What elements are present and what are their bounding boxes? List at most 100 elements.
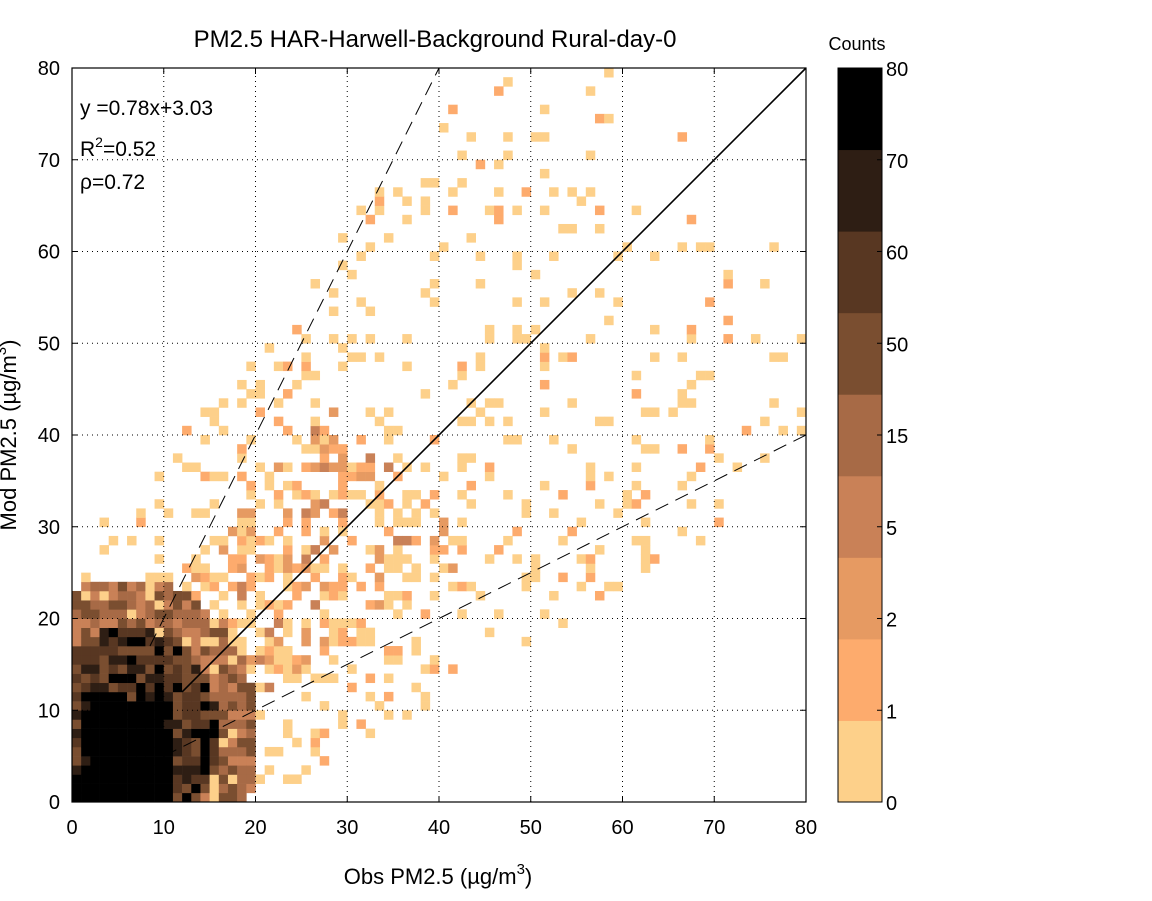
heatmap-cell bbox=[237, 673, 247, 684]
heatmap-cell bbox=[81, 701, 91, 711]
heatmap-cell bbox=[108, 609, 119, 619]
heatmap-cell bbox=[246, 389, 256, 399]
heatmap-cell bbox=[227, 627, 238, 638]
heatmap-cell bbox=[200, 783, 210, 794]
heatmap-cell bbox=[328, 590, 339, 601]
heatmap-cell bbox=[108, 590, 119, 601]
heatmap-cell bbox=[154, 499, 165, 509]
heatmap-cell bbox=[182, 646, 192, 656]
heatmap-cell bbox=[631, 389, 642, 399]
heatmap-cell bbox=[365, 306, 376, 317]
heatmap-cell bbox=[301, 554, 311, 564]
heatmap-cell bbox=[439, 563, 449, 573]
heatmap-cell bbox=[209, 646, 220, 656]
heatmap-cell bbox=[237, 545, 247, 555]
heatmap-cell bbox=[264, 343, 275, 353]
heatmap-cell bbox=[72, 719, 82, 729]
heatmap-cell bbox=[218, 471, 229, 482]
heatmap-cell bbox=[209, 756, 220, 766]
heatmap-cell bbox=[539, 480, 550, 491]
heatmap-cell bbox=[338, 490, 348, 500]
heatmap-cell bbox=[613, 508, 623, 518]
heatmap-cell bbox=[136, 517, 146, 528]
heatmap-cell bbox=[127, 682, 137, 693]
heatmap-cell bbox=[255, 389, 265, 399]
heatmap-cell bbox=[90, 746, 100, 757]
heatmap-cell bbox=[475, 251, 486, 261]
heatmap-cell bbox=[72, 590, 82, 601]
heatmap-cell bbox=[227, 554, 238, 564]
heatmap-cell bbox=[466, 453, 476, 463]
heatmap-cell bbox=[237, 379, 247, 390]
heatmap-cell bbox=[383, 233, 394, 243]
heatmap-cell bbox=[347, 269, 357, 280]
heatmap-cell bbox=[328, 435, 339, 445]
heatmap-cell bbox=[466, 416, 476, 427]
heatmap-cell bbox=[218, 535, 229, 546]
heatmap-cell bbox=[484, 398, 495, 408]
heatmap-cell bbox=[338, 471, 348, 482]
heatmap-cell bbox=[108, 701, 119, 711]
heatmap-cell bbox=[292, 655, 302, 665]
chart-title: PM2.5 HAR-Harwell-Background Rural-day-0 bbox=[194, 26, 677, 53]
heatmap-cell bbox=[567, 444, 577, 454]
heatmap-cell bbox=[383, 563, 394, 573]
heatmap-cell bbox=[200, 737, 210, 748]
heatmap-cell bbox=[310, 563, 321, 573]
heatmap-cell bbox=[512, 554, 522, 564]
heatmap-cell bbox=[448, 563, 458, 573]
heatmap-cell bbox=[127, 737, 137, 748]
heatmap-cell bbox=[383, 590, 394, 601]
heatmap-cell bbox=[145, 673, 155, 684]
heatmap-cell bbox=[705, 242, 715, 252]
heatmap-cell bbox=[99, 682, 110, 693]
heatmap-cell bbox=[81, 590, 91, 601]
heatmap-cell bbox=[374, 600, 385, 610]
heatmap-cell bbox=[319, 728, 330, 739]
x-tick-label: 0 bbox=[66, 817, 77, 839]
heatmap-cell bbox=[283, 655, 293, 665]
y-tick-label: 40 bbox=[38, 425, 60, 447]
heatmap-cell bbox=[328, 288, 339, 298]
heatmap-cell bbox=[429, 554, 440, 564]
heatmap-cell bbox=[163, 618, 174, 628]
heatmap-cell bbox=[163, 737, 174, 748]
heatmap-cell bbox=[72, 746, 82, 757]
heatmap-cell bbox=[585, 563, 596, 573]
heatmap-cell bbox=[246, 710, 256, 720]
heatmap-cell bbox=[237, 792, 247, 803]
heatmap-cell bbox=[209, 691, 220, 702]
heatmap-cell bbox=[760, 279, 770, 289]
heatmap-cell bbox=[72, 701, 82, 711]
colorbar-segment bbox=[838, 231, 882, 314]
heatmap-cell bbox=[154, 646, 165, 656]
heatmap-cell bbox=[81, 792, 91, 803]
heatmap-cell bbox=[778, 352, 788, 362]
heatmap-cell bbox=[484, 554, 495, 564]
heatmap-cell bbox=[374, 517, 385, 528]
heatmap-cell bbox=[200, 682, 210, 693]
heatmap-cell bbox=[448, 664, 458, 674]
heatmap-cell bbox=[760, 453, 770, 463]
colorbar-segment bbox=[838, 68, 882, 151]
heatmap-cell bbox=[182, 673, 192, 684]
heatmap-cell bbox=[172, 746, 183, 757]
heatmap-cell bbox=[90, 627, 100, 638]
heatmap-cell bbox=[640, 490, 651, 500]
heatmap-cell bbox=[273, 600, 284, 610]
heatmap-cell bbox=[604, 471, 614, 482]
heatmap-cell bbox=[301, 691, 311, 702]
heatmap-cell bbox=[585, 480, 596, 491]
heatmap-cell bbox=[145, 609, 155, 619]
heatmap-cell bbox=[347, 664, 357, 674]
heatmap-cell bbox=[191, 783, 201, 794]
heatmap-cell bbox=[695, 242, 706, 252]
heatmap-cell bbox=[319, 646, 330, 656]
heatmap-cell bbox=[466, 233, 476, 243]
heatmap-cell bbox=[264, 646, 275, 656]
heatmap-cell bbox=[374, 572, 385, 583]
heatmap-cell bbox=[402, 196, 412, 206]
heatmap-cell bbox=[182, 691, 192, 702]
heatmap-cell bbox=[163, 783, 174, 794]
heatmap-cell bbox=[347, 535, 357, 546]
